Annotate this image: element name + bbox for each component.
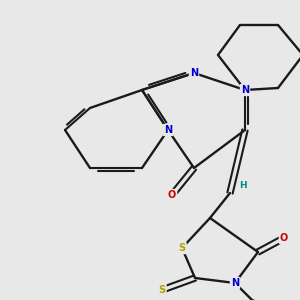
Text: S: S bbox=[158, 285, 166, 295]
Text: H: H bbox=[239, 181, 247, 190]
Text: N: N bbox=[231, 278, 239, 288]
Text: O: O bbox=[280, 233, 288, 243]
Text: O: O bbox=[168, 190, 176, 200]
Text: N: N bbox=[164, 125, 172, 135]
Text: S: S bbox=[178, 243, 186, 253]
Text: N: N bbox=[241, 85, 249, 95]
Text: N: N bbox=[190, 68, 198, 78]
